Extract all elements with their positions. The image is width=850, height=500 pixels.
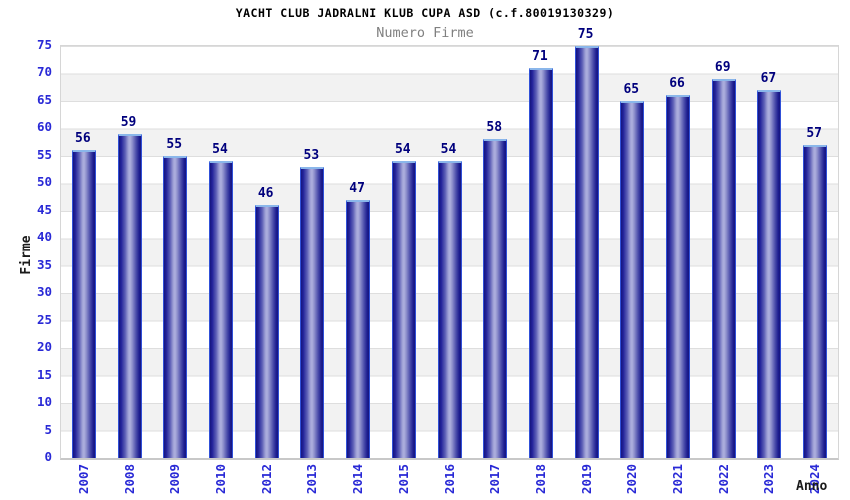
bar-2020 — [620, 100, 645, 458]
bar-value-label: 54 — [440, 142, 457, 158]
y-tick-label: 0 — [44, 449, 52, 464]
x-tick-label: 2020 — [623, 463, 639, 495]
bar-2007 — [71, 150, 96, 458]
plot-area — [60, 45, 839, 460]
bar-2019 — [574, 46, 599, 458]
x-tick-label: 2009 — [166, 463, 182, 495]
x-tick-label: 2018 — [532, 463, 548, 495]
x-tick-label: 2012 — [258, 463, 274, 495]
bar-2015 — [391, 161, 416, 458]
bar-value-label: 69 — [714, 59, 731, 75]
x-axis-label: Anno — [796, 479, 828, 494]
y-tick-label: 15 — [36, 366, 52, 382]
x-tick-label: 2023 — [760, 463, 776, 495]
bar-value-label: 59 — [120, 114, 137, 130]
bar-2024 — [803, 144, 828, 458]
y-tick-label: 75 — [36, 37, 52, 52]
y-tick-label: 60 — [36, 119, 52, 135]
bar-value-label: 71 — [532, 48, 548, 64]
bar-2013 — [300, 166, 325, 458]
bar-2008 — [117, 133, 142, 458]
y-tick-label: 10 — [36, 394, 52, 410]
x-tick-label: 2014 — [349, 463, 365, 495]
bar-value-label: 67 — [760, 70, 777, 86]
chart-subtitle: Numero Firme — [376, 25, 474, 41]
x-tick-label: 2019 — [578, 463, 594, 495]
y-tick-label: 40 — [36, 229, 52, 245]
chart-title: YACHT CLUB JADRALNI KLUB CUPA ASD (c.f.8… — [235, 6, 615, 20]
y-tick-label: 20 — [36, 339, 52, 355]
bar-2009 — [163, 155, 188, 458]
y-tick-label: 45 — [36, 201, 52, 217]
bar-value-label: 56 — [75, 131, 91, 147]
x-tick-label: 2007 — [75, 463, 91, 495]
x-tick-label: 2008 — [121, 463, 137, 495]
y-tick-label: 5 — [44, 421, 52, 437]
bar-value-label: 65 — [623, 81, 640, 97]
bar-2010 — [208, 161, 233, 458]
bar-value-label: 75 — [577, 27, 594, 42]
y-tick-label: 65 — [36, 91, 52, 107]
bar-value-label: 53 — [303, 147, 320, 163]
x-tick-label: 2013 — [303, 463, 319, 495]
bar-value-label: 57 — [806, 125, 822, 141]
x-tick-label: 2017 — [486, 463, 502, 495]
bar-value-label: 66 — [669, 76, 685, 92]
y-tick-label: 55 — [36, 146, 52, 162]
bar-value-label: 46 — [257, 186, 274, 202]
x-tick-label: 2016 — [441, 463, 456, 495]
bar-2012 — [254, 205, 279, 458]
bar-2017 — [483, 139, 508, 458]
y-tick-label: 25 — [36, 311, 52, 327]
bar-2022 — [711, 78, 736, 458]
bar-2023 — [757, 89, 782, 458]
bar-2016 — [437, 161, 462, 458]
bar-2021 — [666, 95, 691, 458]
y-axis-label: Firme — [18, 235, 34, 275]
y-tick-label: 50 — [36, 174, 52, 190]
bar-value-label: 54 — [394, 142, 411, 158]
bar-2014 — [346, 199, 371, 458]
x-tick-label: 2015 — [395, 463, 411, 495]
y-tick-label: 35 — [36, 256, 52, 272]
y-tick-label: 30 — [36, 284, 52, 300]
bar-value-label: 54 — [212, 142, 228, 158]
x-tick-label: 2010 — [212, 463, 228, 495]
x-tick-label: 2022 — [715, 463, 731, 495]
bar-value-label: 55 — [166, 136, 183, 152]
bar-value-label: 58 — [486, 120, 503, 136]
x-tick-label: 2021 — [669, 463, 685, 495]
bar-value-label: 47 — [349, 180, 365, 196]
bar-2018 — [528, 67, 553, 458]
y-tick-label: 70 — [36, 64, 52, 80]
